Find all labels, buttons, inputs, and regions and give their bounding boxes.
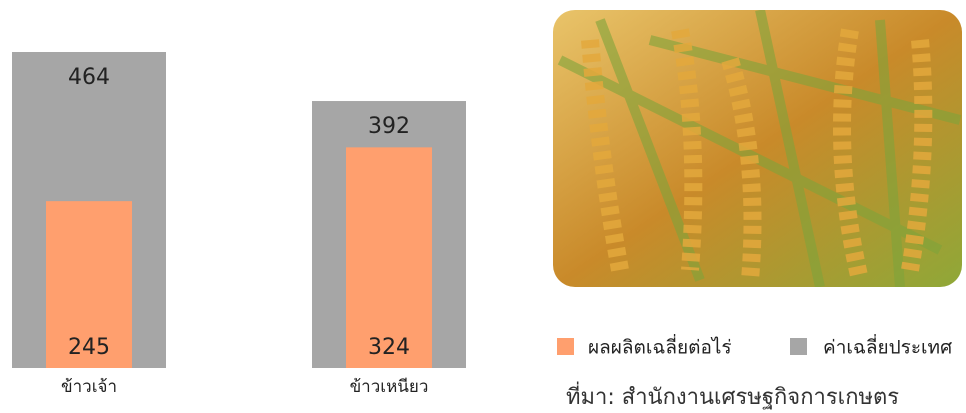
legend-swatch: [557, 338, 574, 355]
value-label: 392: [368, 114, 410, 139]
x-tick-label: ข้าวเจ้า: [61, 377, 117, 397]
legend-label: ผลผลิตเฉลี่ยต่อไร่: [588, 334, 732, 359]
value-label: 245: [68, 335, 110, 360]
legend-label: ค่าเฉลี่ยประเทศ: [823, 334, 952, 359]
x-tick-label: ข้าวเหนียว: [350, 377, 429, 397]
value-label: 464: [68, 65, 110, 90]
source: ที่มา: สำนักงานเศรษฐกิจการเกษตร: [566, 381, 899, 410]
legend-swatch: [790, 338, 807, 355]
bar: [46, 201, 132, 368]
value-label: 324: [368, 335, 410, 360]
bar: [346, 147, 432, 368]
rice-photo: [553, 10, 962, 287]
